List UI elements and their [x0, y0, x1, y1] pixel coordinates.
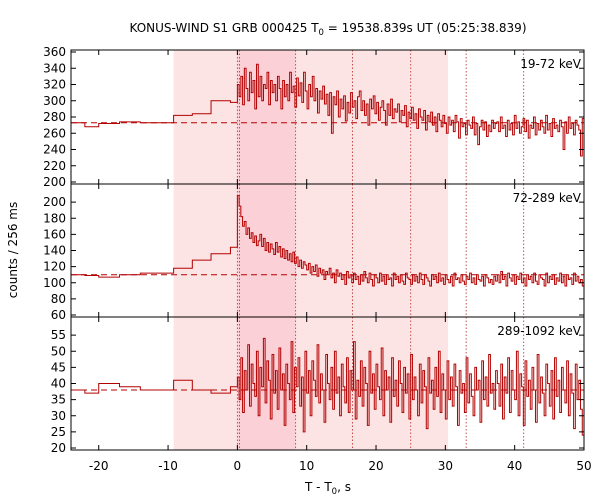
x-axis-label: T - T0, s [304, 480, 351, 497]
y-tick-label: 30 [51, 409, 66, 423]
x-tick-label: 30 [438, 459, 453, 473]
y-tick-label: 20 [51, 441, 66, 455]
y-tick-label: 160 [43, 227, 66, 241]
y-tick-label: 260 [43, 126, 66, 140]
y-tick-label: 80 [51, 292, 66, 306]
y-tick-label: 240 [43, 143, 66, 157]
chart-title: KONUS-WIND S1 GRB 000425 T0 = 19538.839s… [130, 21, 527, 38]
x-tick-label: 50 [576, 459, 591, 473]
y-tick-label: 60 [51, 308, 66, 322]
y-tick-label: 40 [51, 377, 66, 391]
panel-2: 20 25 30 35 40 45 50 55 289-1092 keV [51, 316, 585, 455]
y-tick-label: 100 [43, 276, 66, 290]
y-tick-label: 200 [43, 175, 66, 189]
y-tick-label: 35 [51, 393, 66, 407]
y-tick-label: 140 [43, 244, 66, 258]
y-tick-label: 300 [43, 94, 66, 108]
y-tick-label: 220 [43, 159, 66, 173]
y-axis-label: counts / 256 ms [6, 202, 20, 298]
x-tick-label: -20 [89, 459, 109, 473]
x-tick-label: 0 [234, 459, 242, 473]
x-tick-label: 40 [507, 459, 522, 473]
y-tick-label: 120 [43, 260, 66, 274]
y-tick-label: 45 [51, 360, 66, 374]
y-tick-label: 25 [51, 425, 66, 439]
y-tick-label: 50 [51, 344, 66, 358]
y-tick-label: 55 [51, 328, 66, 342]
light-curve-series [71, 337, 584, 436]
y-tick-label: 360 [43, 45, 66, 59]
x-tick-label: -10 [158, 459, 178, 473]
light-curve-series [71, 195, 584, 287]
x-tick-label: 20 [368, 459, 383, 473]
y-tick-label: 200 [43, 195, 66, 209]
y-tick-label: 320 [43, 78, 66, 92]
panel-energy-label: 19-72 keV [520, 57, 582, 71]
panel-0: 200 220 240 260 280 300 320 340 360 19-72 keV [43, 45, 585, 189]
y-tick-label: 180 [43, 211, 66, 225]
panel-energy-label: 72-289 keV [513, 191, 582, 205]
y-tick-label: 340 [43, 61, 66, 75]
x-tick-label: 10 [299, 459, 314, 473]
light-curve-series [71, 63, 584, 157]
y-tick-label: 280 [43, 110, 66, 124]
panel-energy-label: 289-1092 keV [497, 324, 581, 338]
